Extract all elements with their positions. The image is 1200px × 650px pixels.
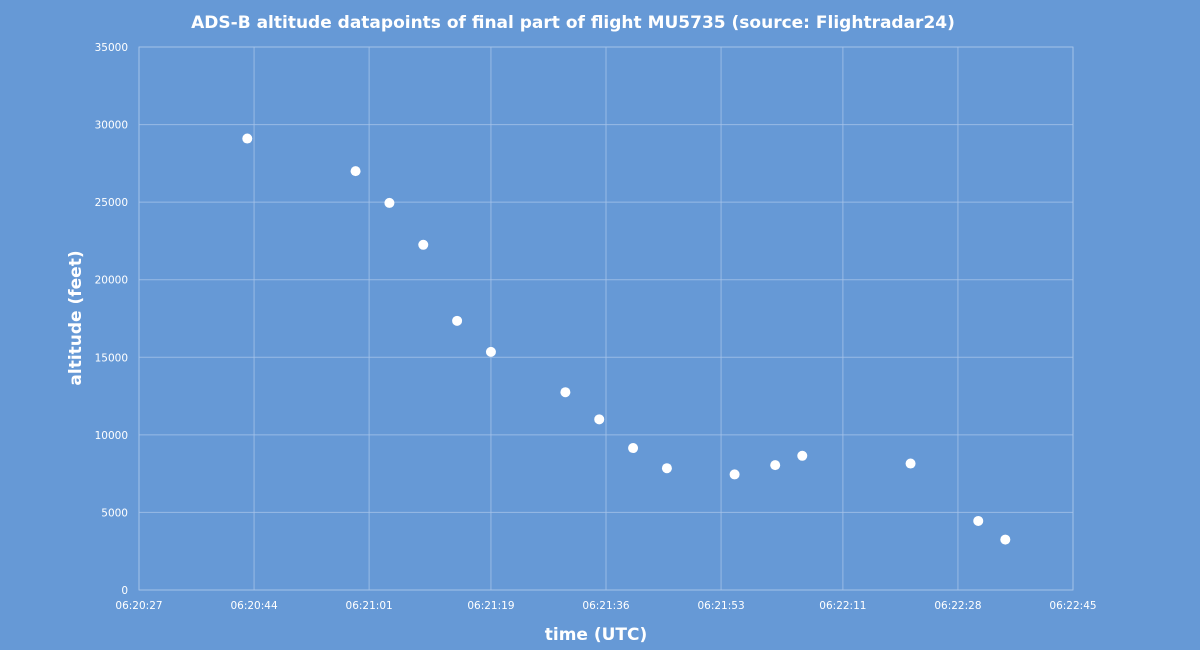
y-tick-label: 30000 bbox=[95, 120, 128, 132]
data-point bbox=[560, 387, 571, 398]
tick-label-layer: 0 5000 10000 15000 20000 25000 30000 35000 06:20… bbox=[95, 42, 1097, 612]
y-tick-label: 10000 bbox=[95, 430, 128, 442]
grid-layer bbox=[138, 46, 1074, 591]
data-point bbox=[661, 463, 672, 474]
y-tick-label: 15000 bbox=[95, 352, 128, 364]
y-axis-title: altitude (feet) bbox=[66, 250, 86, 385]
data-point bbox=[485, 346, 496, 357]
y-tick-label: 5000 bbox=[101, 507, 128, 519]
chart-title: ADS-B altitude datapoints of final part … bbox=[191, 13, 955, 33]
x-tick-label: 06:21:36 bbox=[582, 600, 629, 612]
data-point bbox=[350, 166, 361, 177]
data-point bbox=[797, 450, 808, 461]
x-tick-label: 06:21:01 bbox=[346, 600, 393, 612]
x-tick-label: 06:20:27 bbox=[115, 600, 162, 612]
data-point bbox=[1000, 534, 1011, 545]
data-point bbox=[628, 443, 639, 454]
data-point bbox=[384, 197, 395, 208]
y-tick-label: 20000 bbox=[95, 275, 128, 287]
x-tick-label: 06:22:28 bbox=[934, 600, 981, 612]
data-point-layer bbox=[242, 133, 1011, 545]
x-tick-label: 06:22:45 bbox=[1049, 600, 1096, 612]
x-tick-label: 06:21:53 bbox=[697, 600, 744, 612]
y-tick-label: 25000 bbox=[95, 197, 128, 209]
data-point bbox=[418, 239, 429, 250]
data-point bbox=[452, 315, 463, 326]
data-point bbox=[729, 469, 740, 480]
data-point bbox=[594, 414, 605, 425]
data-point bbox=[905, 458, 916, 469]
x-axis-title: time (UTC) bbox=[545, 625, 648, 645]
data-point bbox=[973, 515, 984, 526]
y-tick-label: 35000 bbox=[95, 42, 128, 54]
data-point bbox=[242, 133, 253, 144]
y-tick-label: 0 bbox=[121, 585, 128, 597]
data-point bbox=[770, 460, 781, 471]
x-tick-label: 06:21:19 bbox=[467, 600, 514, 612]
x-tick-label: 06:22:11 bbox=[819, 600, 866, 612]
x-tick-label: 06:20:44 bbox=[230, 600, 277, 612]
